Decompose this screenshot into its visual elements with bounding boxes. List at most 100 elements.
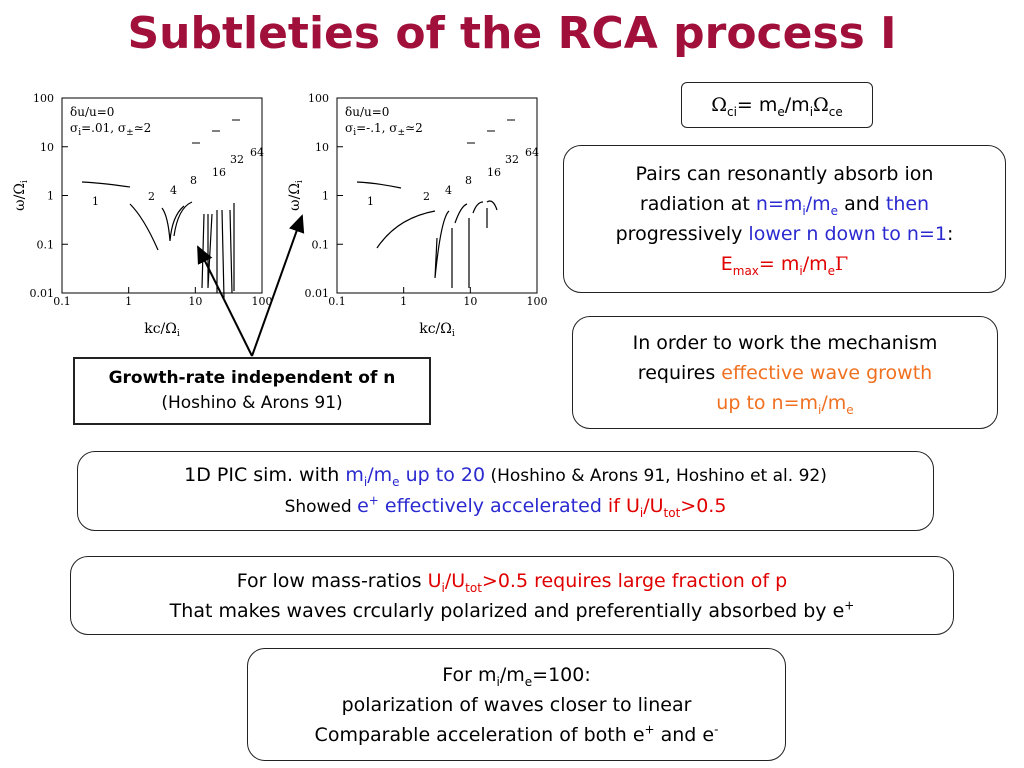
- curve: [161, 205, 185, 242]
- text-run: In order to work the mechanism: [632, 331, 938, 354]
- label-part: i: [177, 329, 180, 339]
- text-run: /m: [784, 94, 810, 116]
- n-label: 1: [367, 195, 374, 208]
- legend-part: δu/u=0: [345, 105, 389, 119]
- text-run: max: [732, 263, 759, 278]
- x-tick-label: 10: [188, 295, 202, 308]
- text-run: = m: [736, 94, 778, 116]
- text-run: i: [496, 674, 500, 689]
- text-run: up to 20: [399, 464, 486, 486]
- n-label: 16: [212, 166, 226, 179]
- text-box: For low mass-ratios Ui/Utot>0.5 requires…: [70, 556, 954, 635]
- legend-part: ≃2: [405, 121, 423, 135]
- curve: [201, 213, 213, 289]
- text-run: up to n=m: [716, 391, 819, 414]
- text-run: Γ: [835, 253, 849, 275]
- y-axis-label: ω/Ωi: [12, 180, 30, 211]
- curve: [129, 203, 159, 251]
- text-run: = m: [758, 253, 800, 275]
- curve: [376, 210, 436, 249]
- text-run: :: [946, 223, 954, 245]
- text-run: e: [777, 104, 785, 119]
- text-run: i: [802, 203, 806, 218]
- legend-part: =.01, σ: [81, 121, 126, 135]
- legend-text: σi=-.1, σ±≃2: [345, 121, 423, 138]
- text-box: For mi/me=100: polarization of waves clo…: [247, 648, 786, 761]
- text-run: lower n down to n=1: [748, 223, 947, 245]
- text-run: if U: [601, 495, 640, 517]
- x-axis-label: kc/Ωi: [144, 321, 180, 339]
- text-run: effective wave growth: [721, 361, 933, 384]
- n-label: 4: [445, 184, 452, 197]
- n-label: 64: [525, 146, 539, 159]
- curve: [434, 210, 450, 279]
- text-run: e: [524, 674, 533, 689]
- legend-part: σ: [70, 121, 78, 135]
- text-run: effectively accelerated: [378, 495, 602, 517]
- formula-box: Ωci= me/miΩce: [681, 82, 873, 128]
- legend-part: =-.1, σ: [356, 121, 397, 135]
- legend-text: δu/u=0: [70, 105, 114, 119]
- text-run: For low mass-ratios: [236, 569, 428, 592]
- text-run: Showed: [284, 497, 358, 517]
- legend-part: i: [353, 128, 356, 138]
- text-run: U: [427, 569, 442, 592]
- arrow: [197, 245, 253, 357]
- x-tick-label: 0.1: [53, 295, 71, 308]
- n-label: 64: [250, 146, 264, 159]
- x-tick-label: 1: [400, 295, 407, 308]
- text-run: >0.5: [680, 495, 727, 517]
- text-run: i: [441, 580, 445, 595]
- text-run: e: [830, 203, 839, 218]
- text-run: +: [844, 598, 855, 613]
- text-run: For m: [442, 663, 497, 686]
- curve: [356, 181, 402, 189]
- label-part: ω/Ω: [287, 183, 303, 211]
- y-tick-label: 10: [315, 141, 329, 154]
- text-run: tot: [465, 580, 482, 595]
- text-run: Comparable acceleration of both e: [314, 723, 645, 746]
- text-run: e: [357, 495, 369, 517]
- text-run: ce: [828, 104, 843, 119]
- text-run: +: [644, 722, 655, 737]
- y-tick-label: 0.1: [37, 238, 55, 251]
- text-run: i: [799, 263, 803, 278]
- label-part: kc/Ω: [144, 321, 177, 337]
- text-run: n=m: [755, 193, 803, 215]
- text-run: i: [809, 104, 814, 119]
- legend-part: σ: [345, 121, 353, 135]
- n-label: 2: [148, 190, 155, 203]
- text-run: and: [838, 193, 886, 215]
- legend-part: i: [78, 128, 81, 138]
- n-label: 8: [190, 174, 197, 187]
- y-tick-label: 0.1: [312, 238, 330, 251]
- text-run: /m: [821, 391, 847, 414]
- text-run: then: [885, 193, 930, 215]
- text-run: progressively: [615, 223, 749, 245]
- label-part: kc/Ω: [419, 321, 452, 337]
- text-run: /U: [444, 569, 466, 592]
- text-run: Ω: [711, 94, 727, 116]
- text-run: That makes waves crcularly polarized and…: [169, 599, 845, 622]
- curve: [468, 201, 484, 288]
- n-label: 32: [505, 153, 519, 166]
- x-tick-label: 100: [252, 295, 273, 308]
- curve: [173, 201, 193, 237]
- y-tick-label: 1: [47, 190, 54, 203]
- x-axis-label: kc/Ωi: [419, 321, 455, 339]
- slide-title: Subtleties of the RCA process I: [127, 8, 897, 59]
- text-run: (Hoshino & Arons 91, Hoshino et al. 92): [485, 466, 827, 486]
- text-run: >0.5 requires large fraction of p: [481, 569, 788, 592]
- text-run: requires: [637, 361, 722, 384]
- text-run: =100:: [532, 663, 591, 686]
- y-tick-label: 10: [40, 141, 54, 154]
- label-part: i: [452, 329, 455, 339]
- text-run: /m: [367, 464, 393, 486]
- curve: [81, 181, 131, 188]
- text-run: e: [827, 263, 836, 278]
- text-run: (Hoshino & Arons 91): [161, 393, 343, 413]
- curve: [451, 203, 468, 288]
- x-tick-label: 10: [463, 295, 477, 308]
